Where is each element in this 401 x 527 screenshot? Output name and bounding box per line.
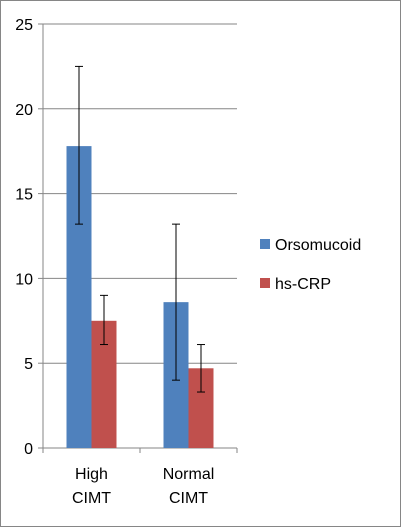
category-label: CIMT xyxy=(72,490,111,507)
category-label: Normal xyxy=(163,466,215,483)
y-tick-label: 10 xyxy=(15,271,33,288)
category-labels: High CIMT Normal CIMT xyxy=(72,466,214,507)
y-tick-label: 5 xyxy=(24,356,33,373)
tick-labels: 0 5 10 15 20 25 xyxy=(15,17,33,458)
legend-swatch xyxy=(260,239,270,249)
y-tick-label: 15 xyxy=(15,187,33,204)
y-tick-label: 20 xyxy=(15,102,33,119)
y-tick-label: 25 xyxy=(15,17,33,34)
category-label: CIMT xyxy=(169,490,208,507)
legend: Orsomucoid hs-CRP xyxy=(260,237,361,293)
legend-swatch xyxy=(260,278,270,288)
category-label: High xyxy=(75,466,108,483)
error-bars xyxy=(75,65,205,393)
bars xyxy=(66,146,214,448)
y-tick-label: 0 xyxy=(24,441,33,458)
legend-label: hs-CRP xyxy=(275,276,331,293)
legend-label: Orsomucoid xyxy=(275,237,361,254)
